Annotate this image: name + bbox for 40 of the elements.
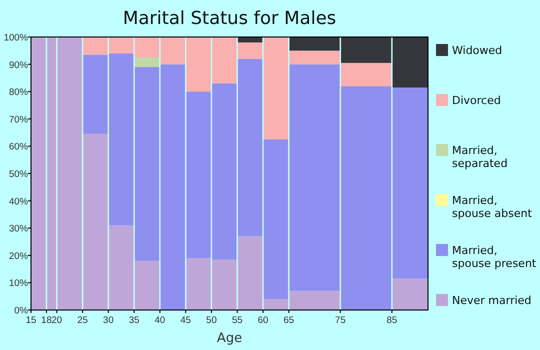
legend-label: Married, spouse absent [452, 194, 533, 220]
x-tick-label: 55 [232, 315, 243, 326]
x-tick-label: 50 [206, 315, 217, 326]
y-tick-label: 100% [4, 32, 29, 44]
x-tick-label: 20 [51, 315, 62, 326]
legend-entry: Married, separated [436, 144, 508, 170]
legend-label: Married, spouse present [452, 244, 537, 270]
y-tick-label: 50% [8, 169, 29, 180]
x-tick-label: 75 [335, 315, 346, 326]
y-tick-label: 90% [8, 60, 29, 71]
x-tick-label: 15 [26, 315, 36, 326]
y-tick-label: 80% [8, 87, 29, 98]
y-tick-label: 60% [8, 142, 29, 153]
legend-entry: Married, spouse absent [436, 194, 532, 220]
x-tick-label: 65 [284, 315, 294, 326]
chart-title: Marital Status for Males [122, 8, 336, 29]
x-tick-label: 35 [128, 315, 140, 326]
legend-entry: Widowed [436, 44, 502, 57]
legend-entry: Married, spouse present [436, 244, 536, 270]
x-tick-label: 40 [154, 315, 166, 326]
legend-label: Divorced [452, 94, 501, 107]
x-tick-label: 25 [77, 315, 88, 326]
legend-label: Married, separated [452, 144, 508, 170]
x-tick-label: 60 [258, 315, 268, 326]
legend-entry: Divorced [436, 94, 501, 107]
y-tick-label: 70% [8, 114, 29, 126]
x-tick-label: 18 [41, 315, 52, 326]
x-tick-label: 30 [103, 315, 114, 326]
x-axis-title: Age [216, 331, 242, 346]
y-tick-label: 30% [8, 224, 29, 235]
legend-label: Widowed [452, 44, 502, 57]
x-tick-label: 45 [180, 315, 191, 326]
y-tick-label: 20% [8, 250, 29, 262]
y-tick-label: 40% [8, 196, 29, 208]
legend-label: Never married [452, 294, 532, 307]
y-tick-label: 10% [8, 278, 29, 290]
y-tick-label: 0% [14, 306, 29, 316]
bar [134, 57, 160, 68]
legend-entry: Never married [436, 294, 532, 307]
x-tick-label: 85 [386, 315, 398, 326]
